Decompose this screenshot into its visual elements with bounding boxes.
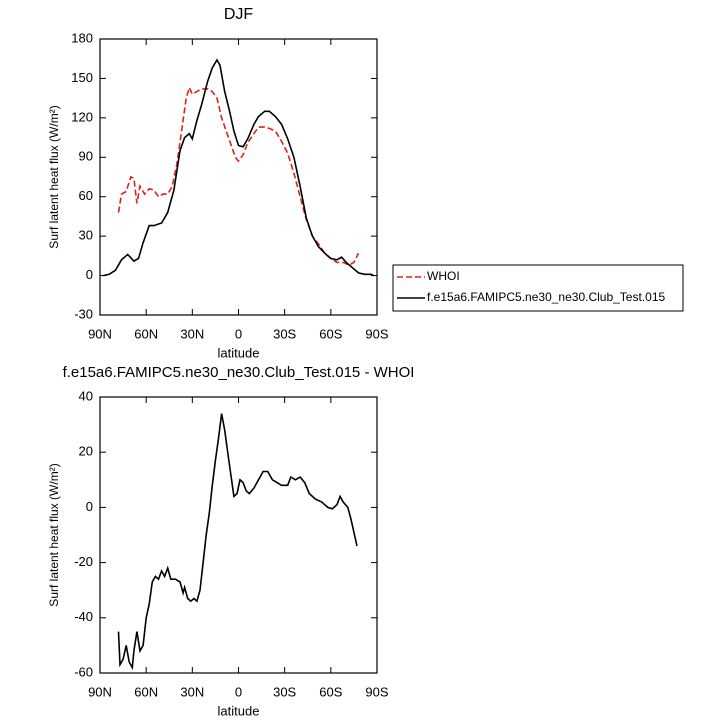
legend-label: f.e15a6.FAMIPC5.ne30_ne30.Club_Test.015	[427, 290, 665, 304]
x-tick-label: 90S	[365, 326, 388, 341]
chart-title: f.e15a6.FAMIPC5.ne30_ne30.Club_Test.015 …	[63, 364, 415, 381]
x-tick-label: 0	[235, 684, 242, 699]
y-tick-label: 30	[79, 228, 93, 243]
y-tick-label: 20	[79, 444, 93, 459]
x-tick-label: 30N	[180, 326, 204, 341]
y-tick-label: -40	[74, 609, 93, 624]
data-line	[117, 413, 358, 671]
x-tick-label: 90N	[88, 326, 112, 341]
y-tick-label: -60	[74, 664, 93, 679]
y-tick-label: 150	[71, 70, 93, 85]
y-axis-label: Surf latent heat flux (W/m²)	[47, 105, 61, 248]
y-tick-label: -20	[74, 554, 93, 569]
y-tick-label: 60	[79, 188, 93, 203]
x-axis-label: latitude	[218, 703, 260, 718]
y-tick-label: 120	[71, 109, 93, 124]
x-tick-label: 30N	[180, 684, 204, 699]
chart-title: DJF	[224, 6, 254, 23]
y-tick-label: 0	[86, 499, 93, 514]
x-tick-label: 60S	[319, 684, 342, 699]
x-tick-label: 90N	[88, 684, 112, 699]
data-line	[102, 58, 375, 277]
x-tick-label: 60N	[134, 684, 158, 699]
y-axis-label: Surf latent heat flux (W/m²)	[47, 463, 61, 606]
plot-frame	[99, 38, 378, 316]
x-tick-label: 30S	[273, 684, 296, 699]
legend-label: WHOI	[427, 269, 460, 283]
y-tick-label: 90	[79, 149, 93, 164]
x-tick-label: 0	[235, 326, 242, 341]
y-tick-label: -30	[74, 306, 93, 321]
x-axis-label: latitude	[218, 345, 260, 360]
data-line	[117, 85, 360, 266]
plot-frame	[99, 396, 378, 674]
x-tick-label: 90S	[365, 684, 388, 699]
x-tick-label: 60N	[134, 326, 158, 341]
y-tick-label: 180	[71, 30, 93, 45]
x-tick-label: 60S	[319, 326, 342, 341]
legend-box	[392, 264, 684, 312]
y-tick-label: 40	[79, 388, 93, 403]
x-tick-label: 30S	[273, 326, 296, 341]
y-tick-label: 0	[86, 267, 93, 282]
